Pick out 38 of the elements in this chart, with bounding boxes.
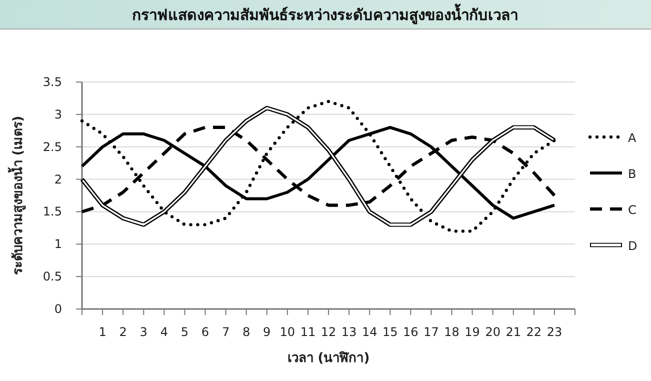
chart-title: กราฟแสดงความสัมพันธ์ระหว่างระดับความสูงของน้ำกับเวลา — [132, 3, 518, 25]
y-tick-label: 0.5 — [42, 270, 62, 284]
x-tick-label: 3 — [140, 325, 148, 339]
x-tick-label: 13 — [341, 325, 357, 339]
x-tick-label: 5 — [180, 325, 189, 339]
x-tick-label: 1 — [98, 325, 106, 339]
x-tick-label: 6 — [201, 325, 210, 339]
x-tick-label: 18 — [444, 325, 460, 339]
y-axis-title: ระดับความสูงของน้ำ (เมตร) — [7, 116, 26, 276]
x-tick-label: 7 — [222, 325, 230, 339]
x-tick-label: 4 — [160, 325, 168, 339]
x-axis-title: เวลา (นาฬิกา) — [287, 351, 370, 366]
x-tick-label: 17 — [424, 325, 439, 339]
x-tick-label: 11 — [300, 325, 316, 339]
x-tick-label: 21 — [506, 325, 522, 339]
y-tick-label: 0 — [54, 302, 62, 316]
x-tick-label: 9 — [263, 325, 271, 339]
y-tick-label: 1.5 — [42, 204, 62, 219]
x-tick-label: 12 — [320, 325, 336, 339]
legend-label: B — [628, 167, 636, 181]
y-tick-label: 3 — [54, 107, 62, 122]
x-tick-label: 22 — [526, 325, 542, 339]
legend-label: A — [628, 131, 637, 145]
x-tick-label: 20 — [485, 325, 500, 339]
legend-label: C — [628, 203, 636, 217]
x-tick-label: 10 — [280, 325, 296, 339]
x-tick-label: 2 — [119, 325, 127, 339]
y-tick-label: 2 — [54, 172, 62, 186]
x-tick-label: 8 — [242, 325, 250, 339]
y-tick-label: 2.5 — [42, 140, 62, 154]
x-tick-label: 23 — [546, 325, 562, 339]
x-tick-label: 19 — [464, 325, 480, 339]
y-tick-label: 1 — [54, 237, 62, 252]
x-tick-label: 15 — [382, 325, 398, 339]
y-tick-label: 3.5 — [42, 75, 62, 89]
x-tick-label: 14 — [362, 325, 378, 339]
x-tick-label: 16 — [403, 325, 418, 339]
legend-label: D — [628, 239, 638, 253]
